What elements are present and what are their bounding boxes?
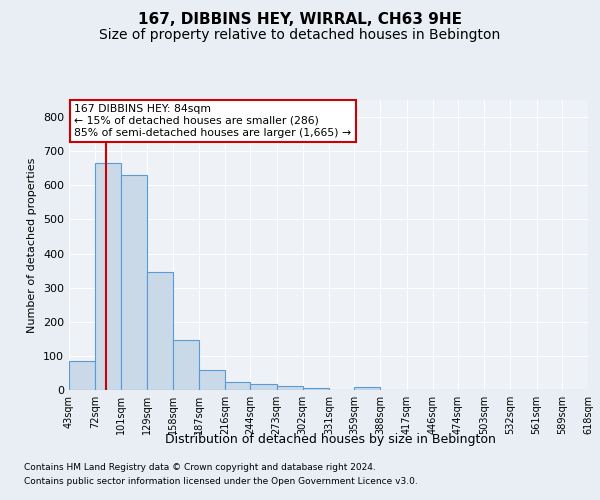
Text: 167 DIBBINS HEY: 84sqm
← 15% of detached houses are smaller (286)
85% of semi-de: 167 DIBBINS HEY: 84sqm ← 15% of detached… — [74, 104, 352, 138]
Bar — [225, 382, 250, 390]
Bar — [121, 175, 146, 390]
Bar — [250, 384, 277, 390]
Bar — [354, 388, 380, 390]
Bar — [303, 388, 329, 390]
Y-axis label: Number of detached properties: Number of detached properties — [28, 158, 37, 332]
Bar — [173, 340, 199, 390]
Bar — [277, 386, 303, 390]
Text: Size of property relative to detached houses in Bebington: Size of property relative to detached ho… — [100, 28, 500, 42]
Text: 167, DIBBINS HEY, WIRRAL, CH63 9HE: 167, DIBBINS HEY, WIRRAL, CH63 9HE — [138, 12, 462, 28]
Text: Distribution of detached houses by size in Bebington: Distribution of detached houses by size … — [164, 432, 496, 446]
Text: Contains HM Land Registry data © Crown copyright and database right 2024.: Contains HM Land Registry data © Crown c… — [24, 464, 376, 472]
Bar — [199, 370, 225, 390]
Bar — [146, 272, 173, 390]
Bar — [69, 361, 95, 390]
Bar — [95, 163, 121, 390]
Text: Contains public sector information licensed under the Open Government Licence v3: Contains public sector information licen… — [24, 477, 418, 486]
